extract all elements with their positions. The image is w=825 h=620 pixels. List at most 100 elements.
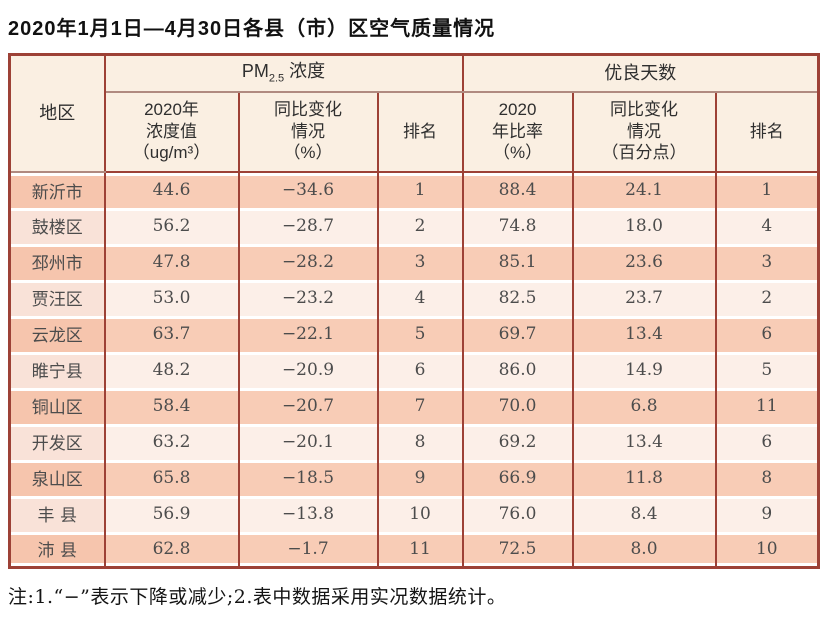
days-change-cell: 11.8 (571, 459, 717, 496)
days-rank-cell: 1 (714, 171, 820, 208)
pm-value-cell: 58.4 (103, 387, 240, 424)
header-group-pm25: PM2.5 浓度 (103, 54, 464, 93)
header-days-change: 同比变化 情况 （百分点） (571, 91, 717, 173)
header-group-row: 地区 PM2.5 浓度 优良天数 (8, 54, 820, 173)
days-ratio-cell: 72.5 (461, 531, 574, 568)
region-cell: 开发区 (8, 423, 106, 460)
pm-value-cell: 44.6 (103, 171, 240, 208)
header-subrow: 2020年 浓度值 （ug/m³） 同比变化 情况 （%） 排名 2020 年比… (10, 91, 820, 173)
pm-rank-cell: 2 (376, 207, 464, 244)
table-body: 新沂市 44.6 −34.6 1 88.4 24.1 1 鼓楼区 56.2 −28.7 2 74.8 1… (8, 171, 820, 568)
days-ratio-cell: 69.7 (461, 315, 574, 352)
pm-change-cell: −23.2 (237, 279, 379, 316)
pm-rank-cell: 4 (376, 279, 464, 316)
days-change-cell: 8.0 (571, 531, 717, 568)
region-cell: 邳州市 (8, 243, 106, 280)
pm-label: PM (241, 61, 269, 82)
header-days-ratio: 2020 年比率 （%） (461, 91, 574, 173)
days-rank-cell: 6 (714, 315, 820, 352)
days-ratio-cell: 76.0 (461, 495, 574, 532)
pm-subscript: 2.5 (268, 73, 285, 85)
pm-value-cell: 53.0 (103, 279, 240, 316)
days-ratio-cell: 88.4 (461, 171, 574, 208)
pm-rank-cell: 6 (376, 351, 464, 388)
pm-change-cell: −34.6 (237, 171, 379, 208)
days-ratio-cell: 85.1 (461, 243, 574, 280)
pm-label-rest: 浓度 (284, 61, 326, 82)
days-rank-cell: 5 (714, 351, 820, 388)
pm-change-cell: −20.1 (237, 423, 379, 460)
days-change-cell: 13.4 (571, 423, 717, 460)
pm-rank-cell: 7 (376, 387, 464, 424)
days-rank-cell: 3 (714, 243, 820, 280)
pm-change-cell: −22.1 (237, 315, 379, 352)
region-cell: 沛 县 (8, 531, 106, 568)
days-change-cell: 23.6 (571, 243, 717, 280)
table-row: 贾汪区 53.0 −23.2 4 82.5 23.7 2 (8, 279, 820, 316)
table-row: 云龙区 63.7 −22.1 5 69.7 13.4 6 (8, 315, 820, 352)
pm-rank-cell: 5 (376, 315, 464, 352)
table-row: 沛 县 62.8 −1.7 11 72.5 8.0 10 (8, 531, 820, 568)
days-rank-cell: 11 (714, 387, 820, 424)
pm-value-cell: 56.9 (103, 495, 240, 532)
header-group-good-days: 优良天数 (461, 54, 820, 93)
pm-change-cell: −20.7 (237, 387, 379, 424)
pm-value-cell: 63.2 (103, 423, 240, 460)
days-change-cell: 6.8 (571, 387, 717, 424)
pm-change-cell: −13.8 (237, 495, 379, 532)
days-change-cell: 18.0 (571, 207, 717, 244)
pm-value-cell: 47.8 (103, 243, 240, 280)
table-row: 睢宁县 48.2 −20.9 6 86.0 14.9 5 (8, 351, 820, 388)
table-row: 开发区 63.2 −20.1 8 69.2 13.4 6 (8, 423, 820, 460)
region-cell: 丰 县 (8, 495, 106, 532)
table-row: 泉山区 65.8 −18.5 9 66.9 11.8 8 (8, 459, 820, 496)
pm-rank-cell: 8 (376, 423, 464, 460)
pm-change-cell: −18.5 (237, 459, 379, 496)
region-cell: 鼓楼区 (8, 207, 106, 244)
page-title: 2020年1月1日—4月30日各县（市）区空气质量情况 (8, 18, 496, 40)
table-row: 邳州市 47.8 −28.2 3 85.1 23.6 3 (8, 243, 820, 280)
pm-rank-cell: 1 (376, 171, 464, 208)
table-row: 铜山区 58.4 −20.7 7 70.0 6.8 11 (8, 387, 820, 424)
pm-change-cell: −20.9 (237, 351, 379, 388)
pm-change-cell: −28.7 (237, 207, 379, 244)
days-ratio-cell: 70.0 (461, 387, 574, 424)
region-cell: 睢宁县 (8, 351, 106, 388)
table-header: 地区 PM2.5 浓度 优良天数 2020年 浓度值 （ug/m³） 同比变化 … (8, 54, 820, 173)
region-cell: 泉山区 (8, 459, 106, 496)
days-rank-cell: 9 (714, 495, 820, 532)
pm-change-cell: −1.7 (237, 531, 379, 568)
days-rank-cell: 4 (714, 207, 820, 244)
header-region: 地区 (8, 54, 106, 173)
footnote: 注:1.“−”表示下降或减少;2.表中数据采用实况数据统计。 (8, 586, 507, 608)
pm-value-cell: 62.8 (103, 531, 240, 568)
region-cell: 贾汪区 (8, 279, 106, 316)
region-cell: 新沂市 (8, 171, 106, 208)
days-ratio-cell: 86.0 (461, 351, 574, 388)
pm-value-cell: 48.2 (103, 351, 240, 388)
days-change-cell: 24.1 (571, 171, 717, 208)
days-ratio-cell: 74.8 (461, 207, 574, 244)
region-cell: 云龙区 (8, 315, 106, 352)
table-row: 丰 县 56.9 −13.8 10 76.0 8.4 9 (8, 495, 820, 532)
days-ratio-cell: 82.5 (461, 279, 574, 316)
days-change-cell: 14.9 (571, 351, 717, 388)
header-pm-rank: 排名 (376, 91, 464, 173)
pm-rank-cell: 10 (376, 495, 464, 532)
days-change-cell: 13.4 (571, 315, 717, 352)
table-row: 鼓楼区 56.2 −28.7 2 74.8 18.0 4 (8, 207, 820, 244)
region-cell: 铜山区 (8, 387, 106, 424)
table-row: 新沂市 44.6 −34.6 1 88.4 24.1 1 (8, 171, 820, 208)
pm-rank-cell: 3 (376, 243, 464, 280)
days-rank-cell: 6 (714, 423, 820, 460)
days-rank-cell: 10 (714, 531, 820, 568)
header-days-rank: 排名 (714, 91, 820, 173)
header-pm-change: 同比变化 情况 （%） (237, 91, 379, 173)
days-change-cell: 23.7 (571, 279, 717, 316)
pm-rank-cell: 9 (376, 459, 464, 496)
air-quality-table: 地区 PM2.5 浓度 优良天数 2020年 浓度值 （ug/m³） 同比变化 … (8, 53, 821, 569)
days-change-cell: 8.4 (571, 495, 717, 532)
header-pm-value: 2020年 浓度值 （ug/m³） (103, 91, 240, 173)
days-ratio-cell: 66.9 (461, 459, 574, 496)
